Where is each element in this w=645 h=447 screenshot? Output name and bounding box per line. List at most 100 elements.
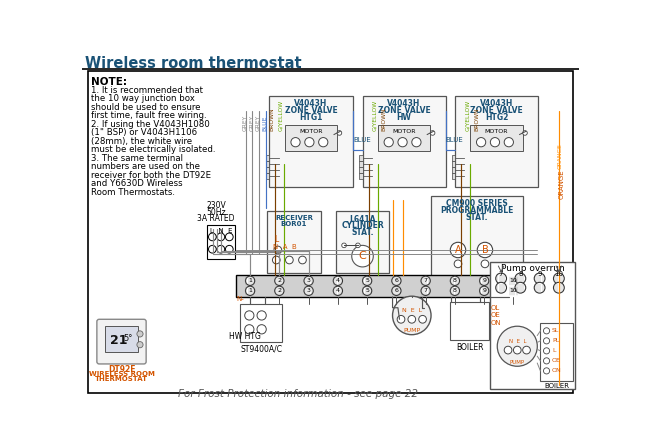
Bar	[105, 326, 137, 352]
Circle shape	[319, 138, 328, 147]
Circle shape	[137, 331, 143, 337]
Text: V4043H: V4043H	[480, 99, 513, 108]
Text: ST9400A/C: ST9400A/C	[240, 345, 283, 354]
Text: L641A: L641A	[350, 215, 376, 224]
Text: 6: 6	[395, 278, 399, 283]
Text: Room Thermostats.: Room Thermostats.	[92, 188, 175, 197]
Bar	[431, 196, 524, 277]
Text: GREY: GREY	[249, 114, 254, 131]
Text: OE: OE	[552, 358, 561, 363]
Text: 9: 9	[537, 271, 542, 277]
Circle shape	[522, 131, 528, 135]
Text: HW HTG: HW HTG	[228, 332, 261, 341]
Text: MOTOR: MOTOR	[392, 129, 416, 134]
Text: BOILER: BOILER	[544, 383, 569, 389]
Bar	[452, 155, 455, 160]
Text: and Y6630D Wireless: and Y6630D Wireless	[92, 179, 183, 188]
Text: Pump overrun: Pump overrun	[501, 264, 564, 273]
Circle shape	[291, 138, 300, 147]
Circle shape	[397, 316, 405, 323]
Bar	[267, 211, 321, 273]
Circle shape	[304, 276, 313, 286]
Circle shape	[392, 286, 401, 295]
Circle shape	[275, 276, 284, 286]
Text: For Frost Protection information - see page 22: For Frost Protection information - see p…	[178, 388, 418, 399]
Circle shape	[515, 283, 526, 293]
Text: 5: 5	[365, 288, 369, 293]
Circle shape	[337, 131, 342, 135]
Circle shape	[217, 233, 224, 241]
Circle shape	[286, 256, 293, 264]
Bar	[336, 211, 389, 273]
Text: 4: 4	[336, 288, 340, 293]
Text: GREY: GREY	[255, 114, 261, 131]
Bar	[378, 125, 430, 152]
Text: numbers are used on the: numbers are used on the	[92, 162, 201, 171]
Text: should be used to ensure: should be used to ensure	[92, 103, 201, 112]
Circle shape	[481, 260, 489, 268]
Text: L: L	[275, 235, 279, 244]
Bar	[450, 302, 489, 340]
Text: BLUE: BLUE	[263, 115, 267, 131]
Text: MOTOR: MOTOR	[485, 129, 508, 134]
Text: receiver for both the DT92E: receiver for both the DT92E	[92, 171, 212, 180]
Text: 5°: 5°	[123, 334, 132, 343]
Text: V4043H: V4043H	[388, 99, 421, 108]
Text: 10: 10	[510, 288, 517, 293]
Text: ON: ON	[491, 320, 502, 326]
Bar	[240, 304, 283, 342]
Circle shape	[430, 131, 435, 135]
Text: 5: 5	[365, 278, 369, 283]
Text: G/YELLOW: G/YELLOW	[372, 100, 377, 131]
Text: OL: OL	[491, 305, 501, 311]
Text: WIRELESS ROOM: WIRELESS ROOM	[88, 371, 154, 377]
Circle shape	[450, 242, 466, 257]
Text: C: C	[359, 251, 366, 261]
Text: ORANGE: ORANGE	[558, 169, 564, 199]
FancyBboxPatch shape	[97, 319, 146, 364]
Text: 1: 1	[248, 288, 252, 293]
Circle shape	[477, 138, 486, 147]
Text: 6: 6	[395, 288, 399, 293]
Text: DT92E: DT92E	[108, 365, 135, 374]
Circle shape	[226, 233, 233, 241]
Text: CM900 SERIES: CM900 SERIES	[446, 199, 508, 208]
Circle shape	[272, 256, 280, 264]
Circle shape	[342, 243, 346, 248]
Text: ZONE VALVE: ZONE VALVE	[470, 106, 523, 115]
Bar	[362, 96, 446, 187]
Text: 50Hz: 50Hz	[206, 208, 226, 217]
Text: NOTE:: NOTE:	[92, 77, 128, 87]
Circle shape	[421, 276, 430, 286]
Text: N  A  B: N A B	[273, 244, 297, 250]
Text: 3A RATED: 3A RATED	[197, 214, 235, 223]
Bar	[359, 160, 362, 167]
Circle shape	[244, 311, 254, 320]
Text: MOTOR: MOTOR	[299, 129, 322, 134]
Bar	[266, 167, 270, 173]
Circle shape	[208, 233, 216, 241]
Text: 2. If using the V4043H1080: 2. If using the V4043H1080	[92, 120, 210, 129]
Text: HTG2: HTG2	[485, 113, 508, 122]
Text: (1" BSP) or V4043H1106: (1" BSP) or V4043H1106	[92, 128, 197, 137]
Circle shape	[355, 243, 360, 248]
Circle shape	[274, 246, 282, 254]
Circle shape	[137, 342, 143, 348]
Text: BROWN: BROWN	[474, 107, 479, 131]
Text: 3: 3	[306, 278, 311, 283]
Circle shape	[421, 286, 430, 295]
Circle shape	[333, 286, 342, 295]
Text: 8: 8	[453, 288, 457, 293]
Bar	[236, 275, 537, 297]
Text: first time, fault free wiring.: first time, fault free wiring.	[92, 111, 207, 120]
Bar	[207, 224, 235, 259]
Text: N-: N-	[236, 296, 244, 302]
Circle shape	[398, 138, 407, 147]
Text: PUMP: PUMP	[403, 328, 421, 333]
Circle shape	[226, 245, 233, 253]
Bar	[541, 323, 573, 381]
Circle shape	[553, 273, 564, 284]
Text: N  E  L: N E L	[508, 338, 526, 344]
Text: BOILER: BOILER	[456, 343, 483, 352]
Text: 7: 7	[499, 271, 503, 277]
